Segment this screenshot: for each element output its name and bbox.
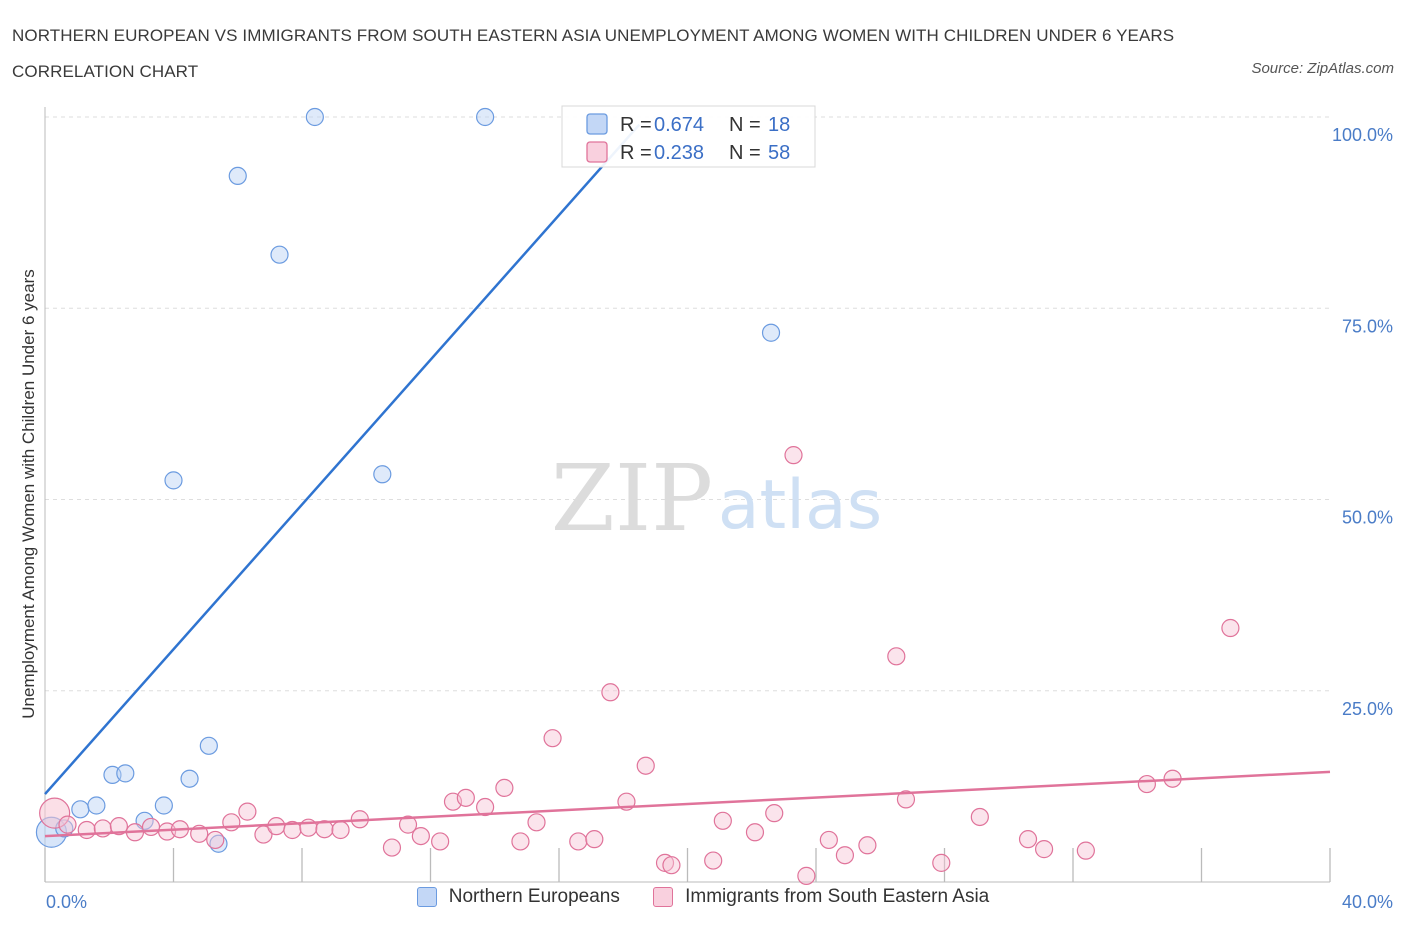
stats-legend-r-prefix: R = [620,142,652,164]
data-point-sea-immigrant [636,756,655,775]
data-point-northern-european [305,107,324,127]
data-point-sea-immigrant [1137,774,1156,794]
grid-lines [45,116,1330,692]
data-point-sea-immigrant [1076,841,1095,860]
chart-source: Source: ZipAtlas.com [1251,60,1394,77]
x-tick-label-max: 40.0% [1342,892,1393,912]
stats-legend-n-prefix: N = [729,114,761,136]
y-tick-label: 100.0% [1332,125,1393,145]
y-tick-label: 25.0% [1342,699,1393,719]
data-point-northern-european [116,764,135,783]
y-axis-label: Unemployment Among Women with Children U… [19,269,38,718]
data-point-sea-immigrant [382,838,402,857]
data-point-sea-immigrant [1018,830,1038,849]
data-point-sea-immigrant [745,823,765,842]
legend-label-sea-immigrants: Immigrants from South Eastern Asia [685,886,990,907]
x-tick-labels: 0.0% 40.0% [46,892,1393,912]
svg-text:ZIP: ZIP [551,445,713,552]
stats-legend-n-prefix: N = [729,142,761,164]
data-point-sea-immigrant [476,797,495,817]
legend-swatch-blue [416,887,437,907]
data-point-sea-immigrant [109,817,128,836]
data-point-sea-immigrant [569,832,588,851]
y-tick-labels: 25.0% 50.0% 75.0% 100.0% [1332,125,1393,719]
data-point-sea-immigrant [315,820,334,839]
y-tick-label: 75.0% [1342,316,1393,336]
data-point-sea-immigrant [238,802,257,821]
data-point-sea-immigrant [543,729,562,748]
data-point-sea-immigrant [784,446,803,465]
bottom-legend: Northern Europeans Immigrants from South… [0,886,1406,913]
data-point-sea-immigrant [835,846,855,865]
stats-legend-r-prefix: R = [620,114,652,136]
data-point-sea-immigrant [896,790,916,809]
data-point-sea-immigrant [527,813,546,832]
data-points [35,107,1240,885]
data-point-sea-immigrant [411,826,430,846]
data-point-northern-european [199,736,218,755]
data-point-sea-immigrant [704,851,723,870]
data-point-sea-immigrant [495,778,514,798]
stats-legend-n-value: 18 [768,114,790,136]
trend-line-sea-immigrants [44,770,1331,838]
data-point-sea-immigrant [511,832,530,851]
stats-legend-swatch [586,141,608,163]
stats-legend-swatch [586,113,608,135]
data-point-northern-european [476,107,495,127]
data-point-sea-immigrant [1221,618,1240,638]
data-point-northern-european [228,166,247,186]
data-point-sea-immigrant [206,830,225,850]
data-point-sea-immigrant [970,807,989,827]
data-point-sea-immigrant [797,866,816,885]
data-point-sea-immigrant [431,832,450,851]
data-point-sea-immigrant [585,830,604,849]
data-point-sea-immigrant [887,647,906,666]
data-point-sea-immigrant [456,788,475,807]
legend-item-northern-europeans: Northern Europeans [416,886,620,908]
legend-label-northern-europeans: Northern Europeans [448,886,620,907]
data-point-northern-european [154,796,173,815]
data-point-sea-immigrant [39,797,71,829]
data-point-sea-immigrant [1034,840,1054,859]
data-point-sea-immigrant [267,817,286,836]
trend-line-northern-europeans [44,123,641,795]
svg-text:atlas: atlas [718,466,882,545]
data-point-sea-immigrant [141,817,161,837]
data-point-sea-immigrant [58,815,77,834]
x-tick-label-min: 0.0% [46,892,87,912]
data-point-sea-immigrant [331,820,350,840]
data-point-sea-immigrant [932,853,951,872]
data-point-sea-immigrant [713,811,732,830]
data-point-sea-immigrant [819,830,838,850]
stats-legend-r-value: 0.238 [654,142,704,164]
chart-title: NORTHERN EUROPEAN VS IMMIGRANTS FROM SOU… [12,26,1175,81]
axes [44,107,1331,883]
data-point-northern-european [180,769,199,788]
data-point-northern-european [71,800,90,819]
stats-legend-n-value: 58 [768,142,790,164]
y-tick-label: 50.0% [1342,508,1393,528]
data-point-sea-immigrant [398,815,418,834]
legend-item-sea-immigrants: Immigrants from South Eastern Asia [653,886,989,908]
data-point-sea-immigrant [662,856,681,875]
data-point-northern-european [87,796,106,815]
data-point-northern-european [270,245,289,264]
data-point-sea-immigrant [858,836,877,855]
zipatlas-watermark: ZIP atlas [551,445,882,552]
legend-swatch-pink [653,887,674,907]
data-point-sea-immigrant [283,820,302,840]
data-point-northern-european [373,465,392,484]
data-point-northern-european [164,471,183,490]
stats-legend-r-value: 0.674 [654,114,704,136]
data-point-northern-european [761,323,781,342]
data-point-sea-immigrant [601,683,620,702]
stats-legend: R = 0.674 N = 18 R = 0.238 N = 58 [561,105,816,168]
data-point-sea-immigrant [77,820,96,840]
trend-lines [44,123,1331,838]
data-point-sea-immigrant [765,804,784,823]
